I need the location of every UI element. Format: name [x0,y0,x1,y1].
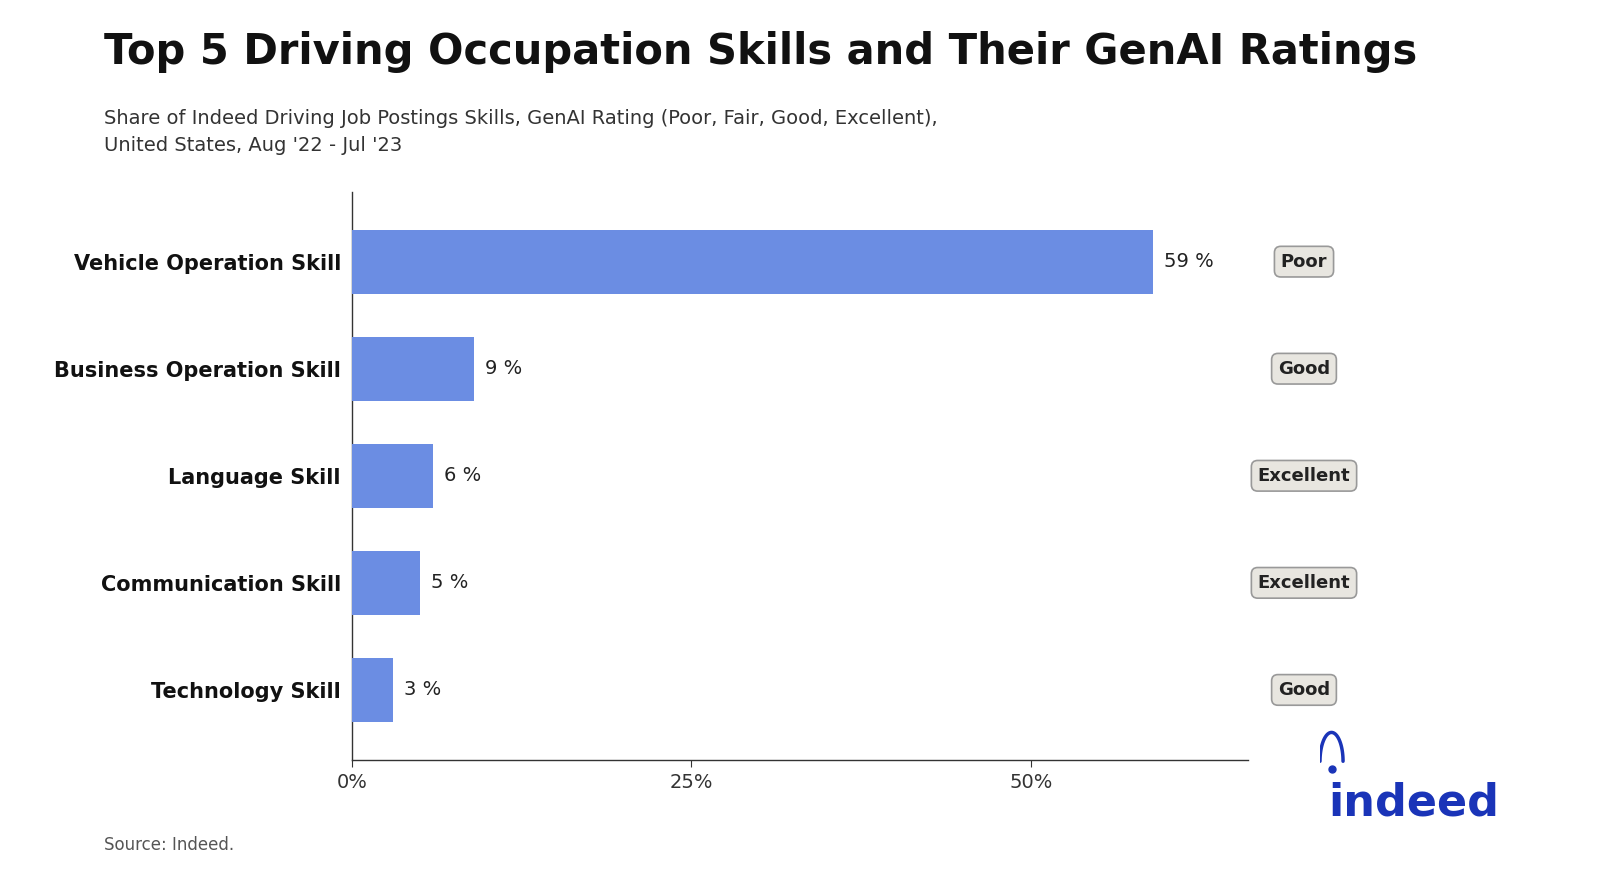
Bar [352,551,419,615]
Bar [352,443,434,508]
Text: Excellent: Excellent [1258,467,1350,485]
Bar [352,230,1154,294]
Text: Source: Indeed.: Source: Indeed. [104,835,234,854]
Text: Top 5 Driving Occupation Skills and Their GenAI Ratings: Top 5 Driving Occupation Skills and Thei… [104,31,1418,72]
Text: 5 %: 5 % [430,574,469,593]
Text: Excellent: Excellent [1258,574,1350,592]
Text: 59 %: 59 % [1163,252,1213,272]
Text: 9 %: 9 % [485,359,522,378]
Text: Good: Good [1278,681,1330,699]
Bar [352,657,392,722]
Text: Good: Good [1278,360,1330,378]
Text: Share of Indeed Driving Job Postings Skills, GenAI Rating (Poor, Fair, Good, Exc: Share of Indeed Driving Job Postings Ski… [104,109,938,155]
Text: 3 %: 3 % [403,680,442,699]
Bar [352,337,474,401]
Text: indeed: indeed [1328,782,1499,825]
Text: Poor: Poor [1280,252,1328,271]
Text: 6 %: 6 % [445,466,482,485]
